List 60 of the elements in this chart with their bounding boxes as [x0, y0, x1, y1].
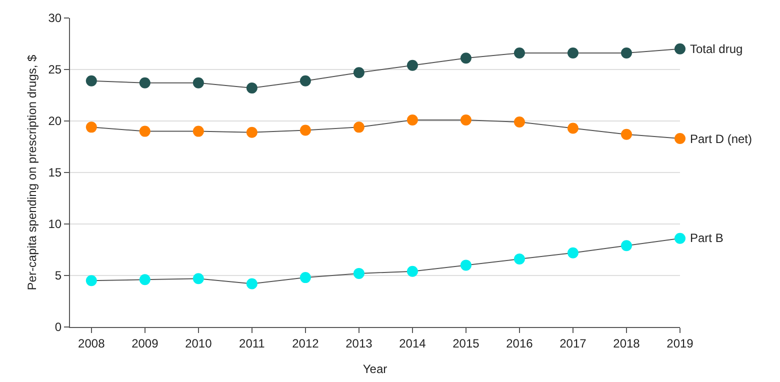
x-tick-label: 2015 — [452, 336, 480, 350]
x-tick-label: 2017 — [560, 336, 587, 350]
y-tick-label: 25 — [48, 62, 62, 77]
y-tick-label: 5 — [54, 268, 62, 283]
y-tick-label: 20 — [48, 114, 62, 128]
point — [353, 268, 364, 279]
x-tick-label: 2011 — [239, 336, 266, 350]
point — [139, 126, 150, 137]
point — [300, 272, 311, 284]
point — [620, 128, 632, 140]
y-tick-label: 15 — [48, 166, 62, 180]
point — [674, 232, 686, 244]
point — [406, 266, 418, 277]
point — [246, 126, 258, 138]
point — [86, 275, 97, 286]
point — [139, 274, 150, 286]
x-axis-title: Year — [362, 362, 388, 376]
point — [353, 67, 364, 78]
point — [674, 43, 686, 54]
y-axis-title: Per-capita spending on prescription drugs, $ — [25, 54, 39, 290]
point — [567, 122, 578, 134]
point — [139, 77, 150, 88]
point — [460, 260, 472, 271]
x-tick-label: 2010 — [185, 336, 212, 350]
point — [86, 75, 97, 86]
point — [620, 240, 632, 252]
x-tick-label: 2018 — [613, 336, 640, 350]
point — [514, 116, 525, 128]
y-tick-label: 0 — [54, 320, 62, 334]
x-tick-label: 2012 — [292, 336, 320, 350]
y-tick-label: 30 — [48, 11, 62, 26]
point — [192, 273, 204, 284]
point — [246, 278, 258, 290]
point — [86, 122, 97, 133]
point — [192, 126, 204, 137]
point — [246, 82, 258, 94]
point — [192, 77, 204, 88]
x-tick-label: 2009 — [132, 336, 159, 350]
point — [620, 48, 632, 59]
x-tick-label: 2008 — [78, 336, 106, 350]
point — [674, 133, 686, 144]
point — [514, 254, 525, 265]
point — [460, 114, 472, 126]
point — [514, 48, 525, 59]
x-tick-label: 2016 — [506, 336, 534, 350]
point — [406, 60, 418, 71]
point — [567, 247, 578, 258]
point — [406, 114, 418, 126]
series-label: Part B — [690, 231, 724, 245]
point — [567, 48, 578, 59]
point — [300, 124, 311, 136]
point — [460, 52, 472, 64]
x-tick-label: 2014 — [399, 336, 426, 350]
series-label: Part D (net) — [690, 132, 752, 146]
point — [353, 122, 364, 133]
series-label: Total drug — [690, 42, 743, 56]
x-tick-label: 2019 — [666, 336, 694, 350]
y-tick-label: 10 — [48, 217, 62, 232]
point — [300, 75, 311, 86]
x-tick-label: 2013 — [346, 336, 373, 350]
